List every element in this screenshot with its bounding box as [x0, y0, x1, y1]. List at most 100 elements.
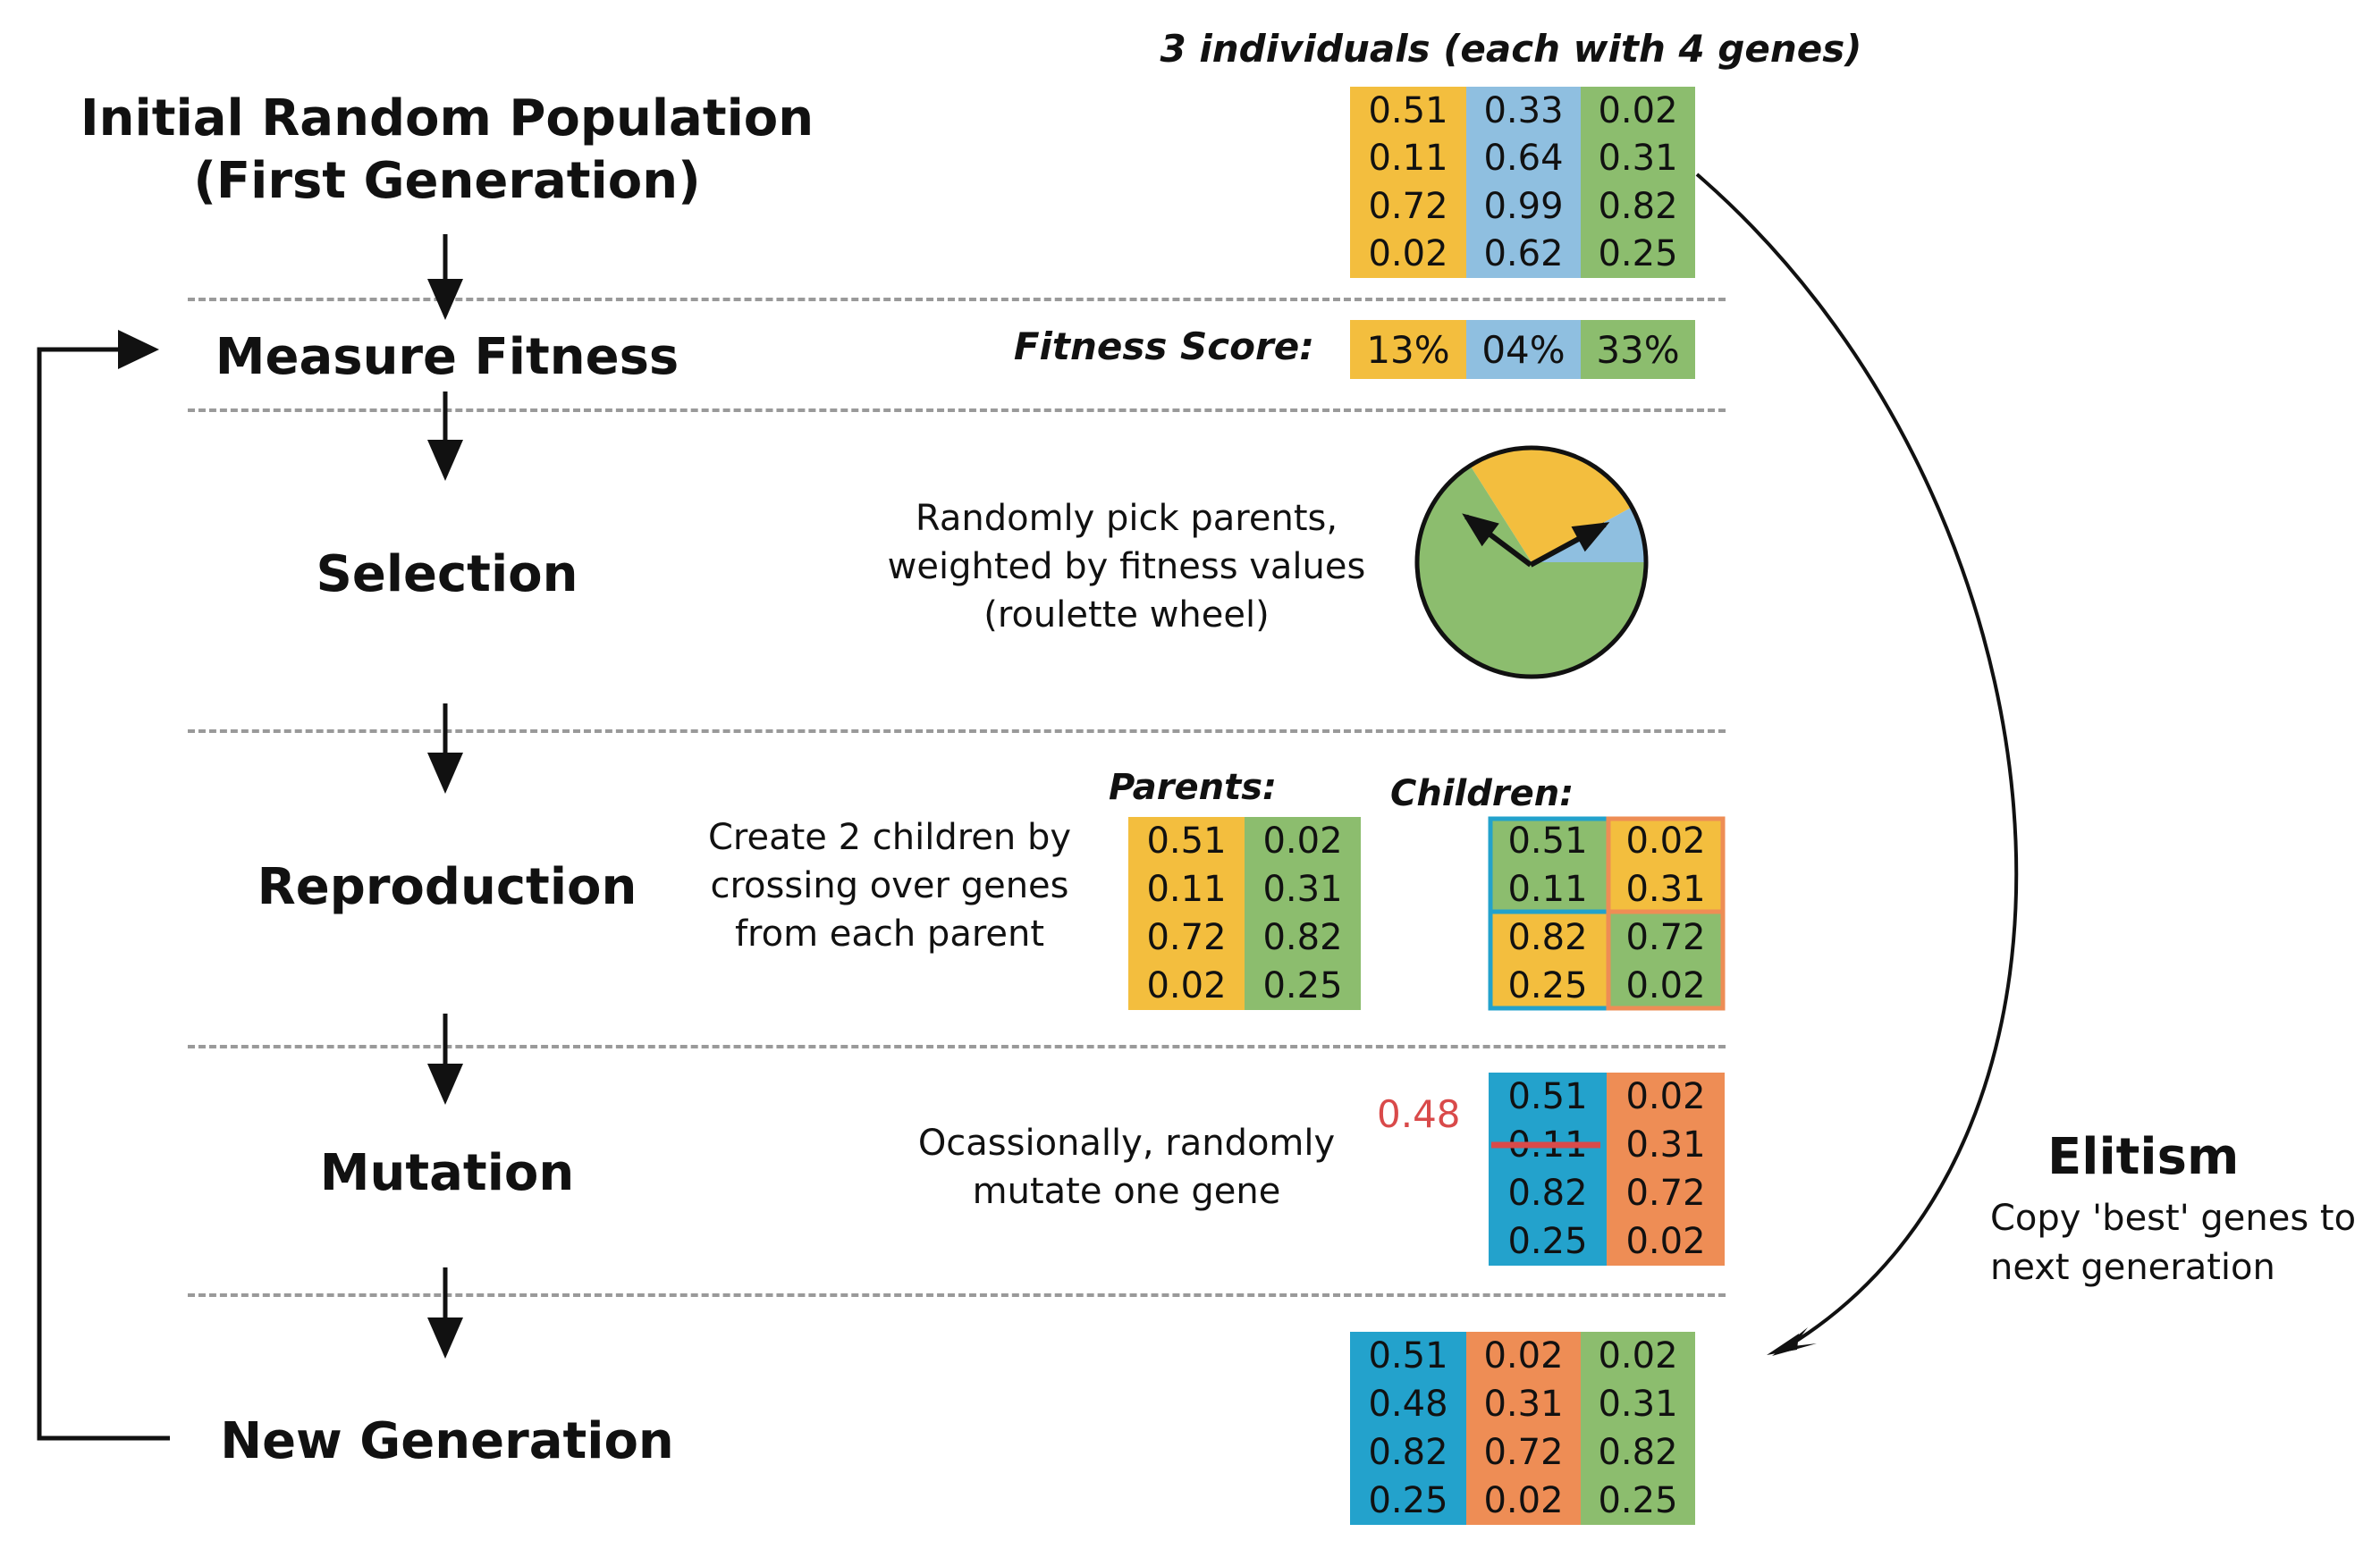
stage-initial-population: Initial Random Population (First Generat…: [63, 88, 831, 213]
population-gene-r2-c3: 0.31: [1581, 134, 1695, 182]
mutation-gene-r1-c2: 0.02: [1607, 1073, 1725, 1121]
new-generation-gene-r1-c2: 0.02: [1466, 1332, 1581, 1380]
wheel-rim: [1414, 445, 1649, 679]
stage-new-generation: New Generation: [220, 1412, 674, 1470]
mutation-grid: 0.51 0.02 0.11 0.31 0.82 0.72 0.25 0.02: [1489, 1073, 1725, 1266]
mutation-gene-r4-c2: 0.02: [1607, 1217, 1725, 1266]
fitness-label: Fitness Score:: [1013, 324, 1314, 368]
child-gene-r3-c1: 0.82: [1489, 913, 1607, 962]
child-gene-r2-c1: 0.11: [1489, 865, 1607, 913]
population-gene-r3-c3: 0.82: [1581, 182, 1695, 231]
flow-arrow-3: [427, 703, 463, 794]
reproduction-desc-line3: from each parent: [734, 913, 1045, 955]
separator-2: [188, 408, 1726, 412]
population-header: 3 individuals (each with 4 genes): [1160, 27, 1862, 71]
new-generation-gene-r3-c2: 0.72: [1466, 1428, 1581, 1477]
stage-mutation: Mutation: [319, 1144, 575, 1202]
new-generation-gene-r2-c2: 0.31: [1466, 1380, 1581, 1428]
new-generation-gene-r4-c1: 0.25: [1350, 1477, 1466, 1525]
mutated-gene-value: 0.48: [1377, 1092, 1461, 1136]
mutation-gene-r3-c1: 0.82: [1489, 1169, 1607, 1217]
wheel-slice-blue: [1532, 507, 1646, 563]
wheel-pointer-head-1: [1462, 513, 1499, 547]
wheel-slice-yellow: [1470, 447, 1633, 562]
flow-arrow-5: [427, 1267, 463, 1359]
selection-desc-line1: Randomly pick parents,: [915, 498, 1338, 539]
separator-3: [188, 729, 1726, 733]
parent-gene-r4-c1: 0.02: [1128, 962, 1245, 1010]
stage-initial-line1: Initial Random Population: [80, 89, 814, 147]
population-gene-r3-c2: 0.99: [1466, 182, 1581, 231]
parent-gene-r4-c2: 0.25: [1245, 962, 1361, 1010]
population-gene-r3-c1: 0.72: [1350, 182, 1466, 231]
new-generation-gene-r3-c3: 0.82: [1581, 1428, 1695, 1477]
population-gene-r1-c3: 0.02: [1581, 87, 1695, 135]
population-gene-r1-c1: 0.51: [1350, 87, 1466, 135]
mutation-gene-r2-c1: 0.11: [1489, 1121, 1607, 1169]
mutation-gene-r1-c1: 0.51: [1489, 1073, 1607, 1121]
population-gene-r2-c1: 0.11: [1350, 134, 1466, 182]
new-generation-gene-r2-c1: 0.48: [1350, 1380, 1466, 1428]
stage-reproduction: Reproduction: [257, 858, 637, 916]
child-gene-r3-c2: 0.72: [1607, 913, 1725, 962]
parent-gene-r3-c1: 0.72: [1128, 913, 1245, 962]
mutation-gene-r4-c1: 0.25: [1489, 1217, 1607, 1266]
new-generation-gene-r4-c3: 0.25: [1581, 1477, 1695, 1525]
elitism-desc-line2: next generation: [1990, 1247, 2275, 1289]
parents-grid: 0.51 0.02 0.11 0.31 0.72 0.82 0.02 0.25: [1128, 817, 1361, 1010]
separator-1: [188, 298, 1726, 301]
parent-gene-r2-c2: 0.31: [1245, 865, 1361, 913]
stage-measure-fitness: Measure Fitness: [215, 328, 679, 386]
selection-description: Randomly pick parents, weighted by fitne…: [840, 494, 1413, 639]
population-gene-r4-c3: 0.25: [1581, 230, 1695, 278]
parent-gene-r1-c1: 0.51: [1128, 817, 1245, 865]
flow-arrow-1: [427, 234, 463, 320]
children-grid: 0.51 0.02 0.11 0.31 0.82 0.72 0.25 0.02: [1489, 817, 1725, 1010]
child-gene-r1-c1: 0.51: [1489, 817, 1607, 865]
flow-arrow-2: [427, 391, 463, 481]
wheel-pointer-1: [1464, 514, 1532, 568]
population-gene-r4-c1: 0.02: [1350, 230, 1466, 278]
fitness-score-1: 13%: [1350, 320, 1466, 379]
mutation-gene-r2-c2: 0.31: [1607, 1121, 1725, 1169]
new-generation-gene-r3-c1: 0.82: [1350, 1428, 1466, 1477]
fitness-score-row: 13% 04% 33%: [1350, 320, 1695, 379]
elitism-desc-line1: Copy 'best' genes to: [1990, 1198, 2357, 1239]
reproduction-desc-line2: crossing over genes: [710, 865, 1069, 906]
mutation-gene-r3-c2: 0.72: [1607, 1169, 1725, 1217]
new-generation-grid: 0.51 0.02 0.02 0.48 0.31 0.31 0.82 0.72 0.82 0.25…: [1350, 1332, 1695, 1525]
child-gene-r1-c2: 0.02: [1607, 817, 1725, 865]
parents-label: Parents:: [1109, 767, 1278, 808]
population-gene-r1-c2: 0.33: [1466, 87, 1581, 135]
child-gene-r4-c1: 0.25: [1489, 962, 1607, 1010]
new-generation-gene-r4-c2: 0.02: [1466, 1477, 1581, 1525]
mutation-description: Ocassionally, randomly mutate one gene: [885, 1119, 1368, 1216]
separator-4: [188, 1045, 1726, 1048]
population-gene-r4-c2: 0.62: [1466, 230, 1581, 278]
reproduction-desc-line1: Create 2 children by: [707, 817, 1072, 858]
fitness-score-2: 04%: [1466, 320, 1581, 379]
elitism-arrow: [1695, 173, 2019, 1356]
selection-desc-line2: weighted by fitness values: [887, 546, 1366, 587]
wheel-pointer-head-2: [1571, 522, 1610, 552]
elitism-description: Copy 'best' genes to next generation: [1990, 1194, 2356, 1292]
stage-selection: Selection: [316, 545, 578, 603]
new-generation-gene-r1-c1: 0.51: [1350, 1332, 1466, 1380]
flow-arrow-4: [427, 1014, 463, 1105]
selection-desc-line3: (roulette wheel): [983, 594, 1270, 636]
elitism-title: Elitism: [2047, 1128, 2240, 1186]
new-generation-gene-r2-c3: 0.31: [1581, 1380, 1695, 1428]
separator-5: [188, 1293, 1726, 1297]
population-grid: 0.51 0.33 0.02 0.11 0.64 0.31 0.72 0.99 0.82 0.02…: [1350, 87, 1695, 278]
mutation-desc-line2: mutate one gene: [972, 1171, 1281, 1212]
child-gene-r2-c2: 0.31: [1607, 865, 1725, 913]
population-gene-r2-c2: 0.64: [1466, 134, 1581, 182]
reproduction-description: Create 2 children by crossing over genes…: [666, 813, 1113, 958]
new-generation-gene-r1-c3: 0.02: [1581, 1332, 1695, 1380]
wheel-slice-green: [1417, 465, 1646, 678]
parent-gene-r2-c1: 0.11: [1128, 865, 1245, 913]
wheel-pointer-2: [1529, 522, 1607, 568]
parent-gene-r3-c2: 0.82: [1245, 913, 1361, 962]
parent-gene-r1-c2: 0.02: [1245, 817, 1361, 865]
